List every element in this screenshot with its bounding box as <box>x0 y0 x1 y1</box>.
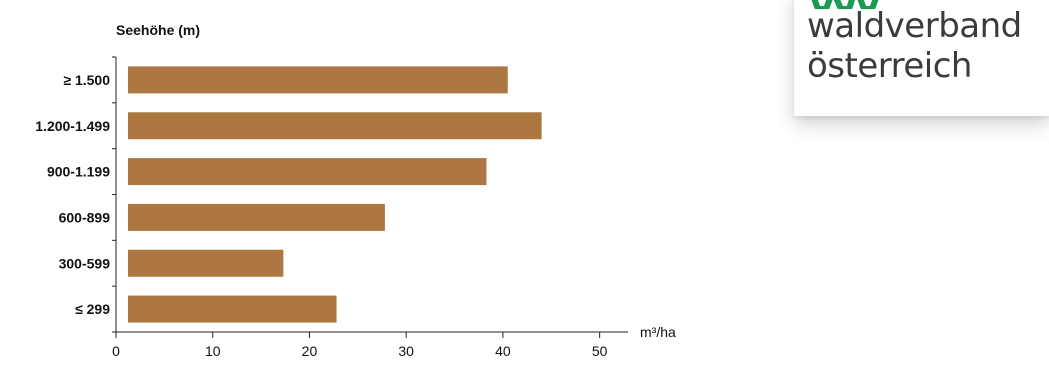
bar-0 <box>128 66 508 94</box>
x-tick-label: 40 <box>495 343 511 359</box>
logo-mark-stroke-left <box>811 0 833 9</box>
x-tick-label: 50 <box>592 343 608 359</box>
category-label: ≤ 299 <box>75 301 110 317</box>
category-label: ≥ 1.500 <box>63 72 110 88</box>
x-axis-unit-label: m³/ha <box>640 324 676 340</box>
bar-3 <box>128 203 385 231</box>
logo-wordmark: waldverband österreich <box>807 6 1022 86</box>
bar-5 <box>128 295 337 323</box>
category-label: 1.200-1.499 <box>35 118 110 134</box>
x-tick-label: 10 <box>205 343 221 359</box>
bar-4 <box>128 249 284 277</box>
waldverband-logo-icon <box>811 0 879 9</box>
category-label: 900-1.199 <box>47 164 110 180</box>
x-tick-label: 20 <box>302 343 318 359</box>
x-tick-label: 30 <box>398 343 414 359</box>
logo-card: waldverband österreich <box>794 0 1049 116</box>
chart-title: Seehöhe (m) <box>116 22 200 38</box>
logo-line-2: österreich <box>807 46 972 86</box>
bar-1 <box>128 112 542 140</box>
logo-line-1: waldverband <box>807 6 1022 46</box>
x-tick-label: 0 <box>112 343 120 359</box>
bar-2 <box>128 158 487 186</box>
category-label: 600-899 <box>59 209 111 225</box>
category-label: 300-599 <box>59 255 111 271</box>
bar-chart: Seehöhe (m) ≥ 1.500 1.200-1.499 900-1.199 60… <box>35 22 676 359</box>
logo-mark-stroke-right <box>833 0 855 9</box>
